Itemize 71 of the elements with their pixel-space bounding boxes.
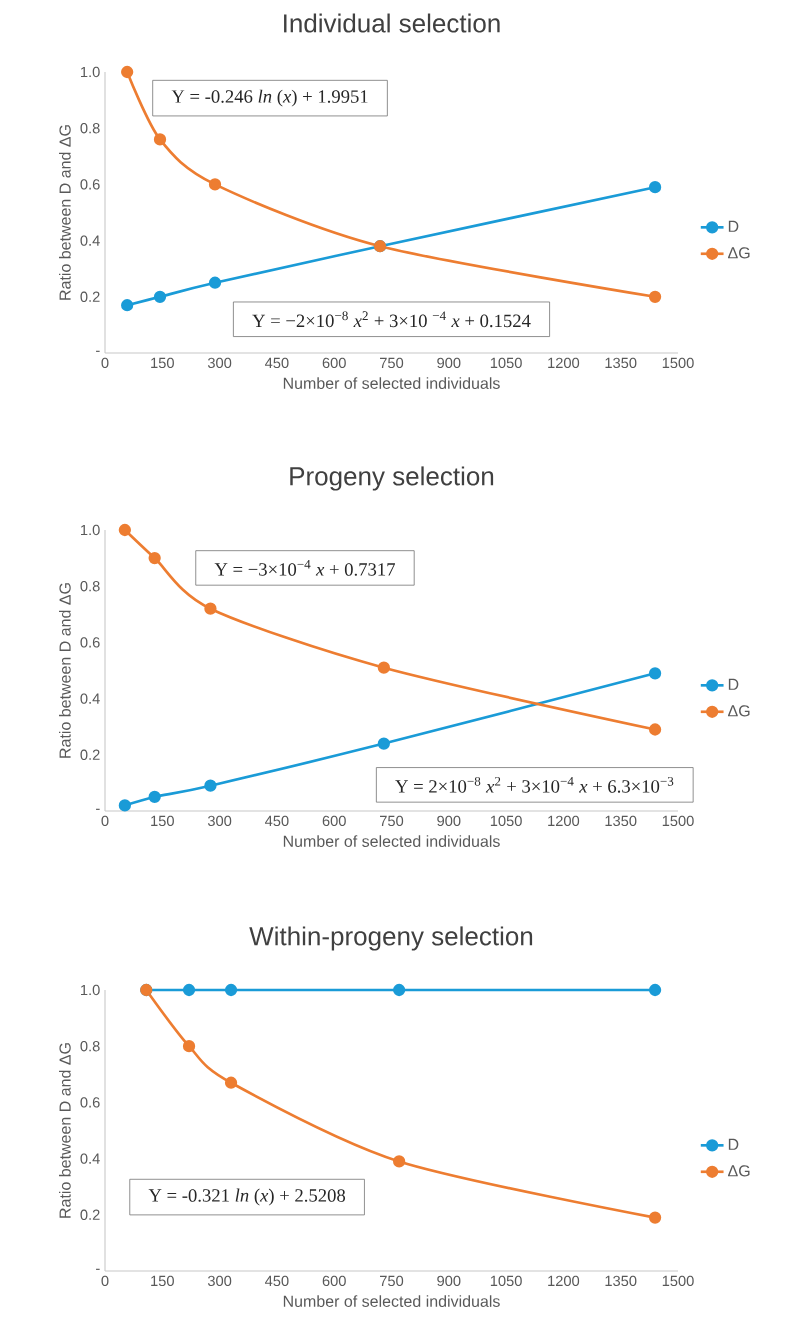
y-tick-label: 0.8 (80, 581, 100, 592)
x-axis-title: Number of selected individuals (283, 1295, 500, 1307)
y-tick-label: 1.0 (81, 984, 100, 996)
annotation: Y = −3×10$^{−4}$ x + 0.7317 (214, 560, 395, 576)
x-tick-label: 0 (101, 815, 109, 827)
chart-title: Progeny selection (290, 466, 494, 491)
y-tick-label: 0.6 (80, 1097, 100, 1108)
chart-title: Individual selection (284, 13, 500, 33)
x-tick-label: 300 (207, 1275, 232, 1287)
x-tick-label: 450 (265, 815, 289, 827)
x-tick-label: 1200 (548, 357, 580, 369)
x-tick-label: 1500 (662, 357, 694, 369)
x-tick-label: 900 (437, 1275, 461, 1287)
annotation: Y = -0.321 ln (x) + 2.5208 (148, 1188, 346, 1206)
legend-label: ΔG (728, 1165, 750, 1177)
x-tick-label: 150 (151, 815, 174, 827)
legend-label: ΔG (728, 247, 750, 259)
y-tick-label: 0.4 (80, 1153, 100, 1164)
annotation: Y = −2×10$^{−8}$ x$^{2}$ + 3×10 $^{−4}$ x + 0.1524 (252, 311, 531, 328)
y-tick-label: 0.4 (80, 235, 100, 246)
x-tick-label: 1350 (605, 815, 637, 827)
x-tick-label: 600 (322, 357, 346, 369)
x-tick-label: 750 (380, 1275, 404, 1287)
y-tick-label: 0.6 (80, 179, 100, 190)
x-axis-title: Number of selected individuals (283, 835, 500, 847)
x-tick-label: 150 (151, 1275, 174, 1287)
legend-label: D (728, 220, 739, 232)
x-tick-label: 1050 (490, 1275, 522, 1287)
x-tick-label: 900 (437, 357, 461, 369)
x-tick-label: 300 (207, 815, 232, 827)
legend-label: D (728, 678, 739, 690)
y-tick-label: 0.8 (80, 123, 100, 134)
y-tick-label: 1.0 (81, 66, 100, 78)
x-axis-title: Number of selected individuals (283, 377, 500, 389)
x-tick-label: 450 (265, 1275, 289, 1287)
x-tick-label: 600 (322, 815, 346, 827)
x-tick-label: 1200 (548, 1275, 580, 1287)
y-axis-title: Ratio between D and ΔG (59, 1043, 71, 1218)
x-tick-label: 600 (322, 1275, 346, 1287)
x-tick-label: 1050 (490, 357, 522, 369)
y-tick-label: 1.0 (81, 524, 100, 536)
y-tick-label: 0.4 (80, 693, 100, 704)
x-tick-label: 150 (151, 357, 174, 369)
x-tick-label: 300 (207, 357, 232, 369)
x-tick-label: 1050 (490, 815, 522, 827)
x-tick-label: 1500 (662, 1275, 694, 1287)
x-tick-label: 0 (101, 357, 109, 369)
annotation: Y = -0.246 ln (x) + 1.9951 (171, 89, 368, 107)
chart-title: Within-progeny selection (249, 926, 533, 951)
x-tick-label: 450 (265, 357, 289, 369)
x-tick-label: 750 (380, 357, 404, 369)
y-tick-label: - (96, 350, 100, 352)
x-tick-label: 1350 (605, 1275, 637, 1287)
x-tick-label: 900 (437, 815, 461, 827)
y-axis-title: Ratio between D and ΔG (59, 583, 71, 758)
y-tick-label: 0.2 (80, 291, 100, 302)
y-tick-label: 0.2 (80, 749, 100, 760)
legend-label: ΔG (728, 705, 750, 717)
x-tick-label: 1200 (548, 815, 580, 827)
y-tick-label: 0.2 (80, 1209, 100, 1220)
legend-label: D (728, 1138, 739, 1150)
text: Y = 2×10$^{−8}$ x$^{2}$ + 3×10$^{−4}$ x + 6.3×10$^{−3}$ (395, 776, 674, 793)
x-tick-label: 1500 (662, 815, 694, 827)
x-tick-label: 1350 (605, 357, 637, 369)
y-tick-label: - (96, 1268, 100, 1270)
x-tick-label: 0 (101, 1275, 109, 1287)
y-tick-label: 0.8 (80, 1041, 100, 1052)
y-tick-label: - (96, 808, 100, 810)
x-tick-label: 750 (380, 815, 404, 827)
y-axis-title: Ratio between D and ΔG (59, 125, 71, 300)
y-tick-label: 0.6 (80, 637, 100, 648)
